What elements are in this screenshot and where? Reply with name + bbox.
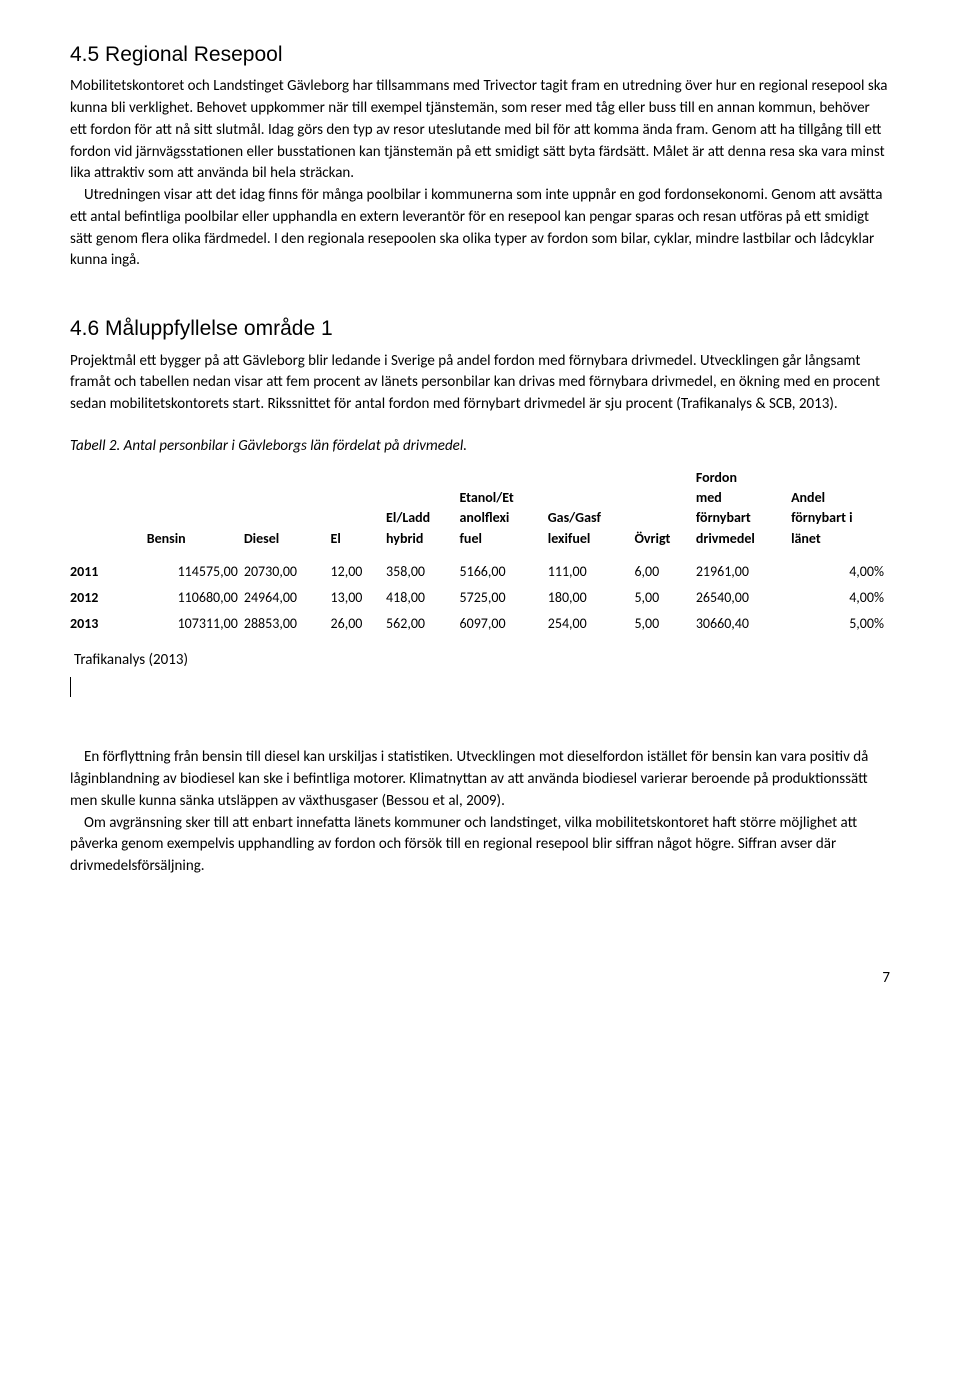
table-cell: 562,00 — [386, 611, 459, 637]
table-cell: 2011 — [70, 559, 147, 585]
table-cell: 21961,00 — [696, 559, 791, 585]
table-header-row: Bensin Diesel El El/Laddhybrid Etanol/Et… — [70, 464, 890, 559]
col-gas: Gas/Gasflexifuel — [548, 464, 635, 559]
col-el: El — [331, 464, 387, 559]
heading-maluppfyllelse: 4.6 Måluppfyllelse område 1 — [70, 314, 890, 344]
table-cell: 6,00 — [634, 559, 695, 585]
table-row: 2012110680,0024964,0013,00418,005725,001… — [70, 585, 890, 611]
table-cell: 5,00% — [791, 611, 890, 637]
table-cell: 28853,00 — [244, 611, 331, 637]
table-cell: 5166,00 — [460, 559, 548, 585]
col-fornybart: Fordonmedförnybartdrivmedel — [696, 464, 791, 559]
table-cell: 254,00 — [548, 611, 635, 637]
paragraph: Projektmål ett bygger på att Gävleborg b… — [70, 351, 890, 416]
col-ovrigt: Övrigt — [634, 464, 695, 559]
table-cell: 5,00 — [634, 585, 695, 611]
table-source: Trafikanalys (2013) — [70, 650, 890, 672]
table-cell: 110680,00 — [147, 585, 244, 611]
table-cell: 20730,00 — [244, 559, 331, 585]
col-bensin: Bensin — [147, 464, 244, 559]
table-cell: 26,00 — [331, 611, 387, 637]
col-etanol: Etanol/Etanolflexifuel — [460, 464, 548, 559]
table-cell: 2012 — [70, 585, 147, 611]
table-cell: 2013 — [70, 611, 147, 637]
table-row: 2011114575,0020730,0012,00358,005166,001… — [70, 559, 890, 585]
section-maluppfyllelse: 4.6 Måluppfyllelse område 1 Projektmål e… — [70, 314, 890, 878]
heading-resepool: 4.5 Regional Resepool — [70, 40, 890, 70]
table-cell: 24964,00 — [244, 585, 331, 611]
paragraph: Utredningen visar att det idag finns för… — [70, 185, 890, 272]
col-elhybrid: El/Laddhybrid — [386, 464, 459, 559]
table-cell: 114575,00 — [147, 559, 244, 585]
paragraph: Om avgränsning sker till att enbart inne… — [70, 813, 890, 878]
fuel-table: Bensin Diesel El El/Laddhybrid Etanol/Et… — [70, 464, 890, 638]
table-cell: 180,00 — [548, 585, 635, 611]
table-cell: 4,00% — [791, 585, 890, 611]
paragraph: En förflyttning från bensin till diesel … — [70, 747, 890, 812]
table-cell: 5725,00 — [460, 585, 548, 611]
table-cell: 358,00 — [386, 559, 459, 585]
table-cell: 111,00 — [548, 559, 635, 585]
table-cell: 6097,00 — [460, 611, 548, 637]
col-andel: Andelförnybart ilänet — [791, 464, 890, 559]
source-bar — [70, 677, 71, 697]
table-caption: Tabell 2. Antal personbilar i Gävleborgs… — [70, 436, 890, 458]
table-cell: 12,00 — [331, 559, 387, 585]
table-cell: 13,00 — [331, 585, 387, 611]
table-cell: 107311,00 — [147, 611, 244, 637]
col-diesel: Diesel — [244, 464, 331, 559]
page-number: 7 — [70, 968, 890, 990]
table-cell: 26540,00 — [696, 585, 791, 611]
table-cell: 4,00% — [791, 559, 890, 585]
table-cell: 418,00 — [386, 585, 459, 611]
table-cell: 30660,40 — [696, 611, 791, 637]
paragraph: Mobilitetskontoret och Landstinget Gävle… — [70, 76, 890, 185]
table-cell: 5,00 — [634, 611, 695, 637]
section-resepool: 4.5 Regional Resepool Mobilitetskontoret… — [70, 40, 890, 272]
table-row: 2013107311,0028853,0026,00562,006097,002… — [70, 611, 890, 637]
